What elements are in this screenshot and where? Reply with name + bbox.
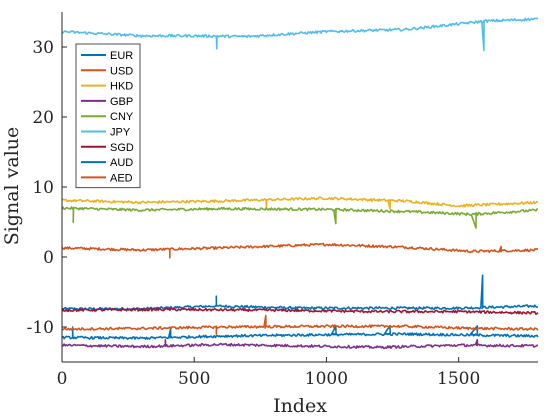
- x-axis-label: Index: [273, 395, 327, 417]
- series-8-line: [61, 338, 539, 350]
- series-cny-line: [61, 206, 539, 229]
- x-tick-label: 1000: [305, 369, 348, 389]
- legend-label-jpy: JPY: [110, 127, 131, 139]
- x-tick-label: 1500: [437, 369, 480, 389]
- legend-label-hkd: HKD: [110, 81, 133, 93]
- series-eur-line: [61, 274, 539, 311]
- legend-label-eur: EUR: [110, 50, 133, 62]
- x-tick-label: 0: [57, 369, 68, 389]
- y-tick-label: 30: [32, 38, 54, 58]
- y-tick-label: 10: [32, 178, 54, 198]
- legend-label-usd: USD: [110, 65, 133, 77]
- legend-label-aed: AED: [110, 172, 133, 184]
- legend-label-sgd: SGD: [110, 142, 134, 154]
- y-axis-label: Signal value: [1, 127, 23, 246]
- series-aed-line: [61, 314, 539, 335]
- series-usd-line: [61, 242, 538, 259]
- series-aud-line: [61, 324, 539, 340]
- series-jpy-line: [61, 17, 539, 52]
- axes-layer: 0 500 1000 1500 -10 0 10 20 30: [27, 12, 538, 389]
- series-sgd-line: [61, 307, 539, 315]
- legend: EUR USD HKD GBP CNY JPY SGD AUD AED: [75, 43, 141, 189]
- legend-label-cny: CNY: [110, 111, 134, 123]
- series-hkd-line: [61, 196, 539, 210]
- y-tick-label: 20: [32, 108, 54, 128]
- x-tick-label: 500: [178, 369, 210, 389]
- series-layer: [61, 17, 539, 350]
- legend-label-aud: AUD: [110, 157, 133, 169]
- y-tick-label: -10: [27, 318, 54, 338]
- legend-label-gbp: GBP: [110, 96, 133, 108]
- y-tick-label: 0: [43, 248, 54, 268]
